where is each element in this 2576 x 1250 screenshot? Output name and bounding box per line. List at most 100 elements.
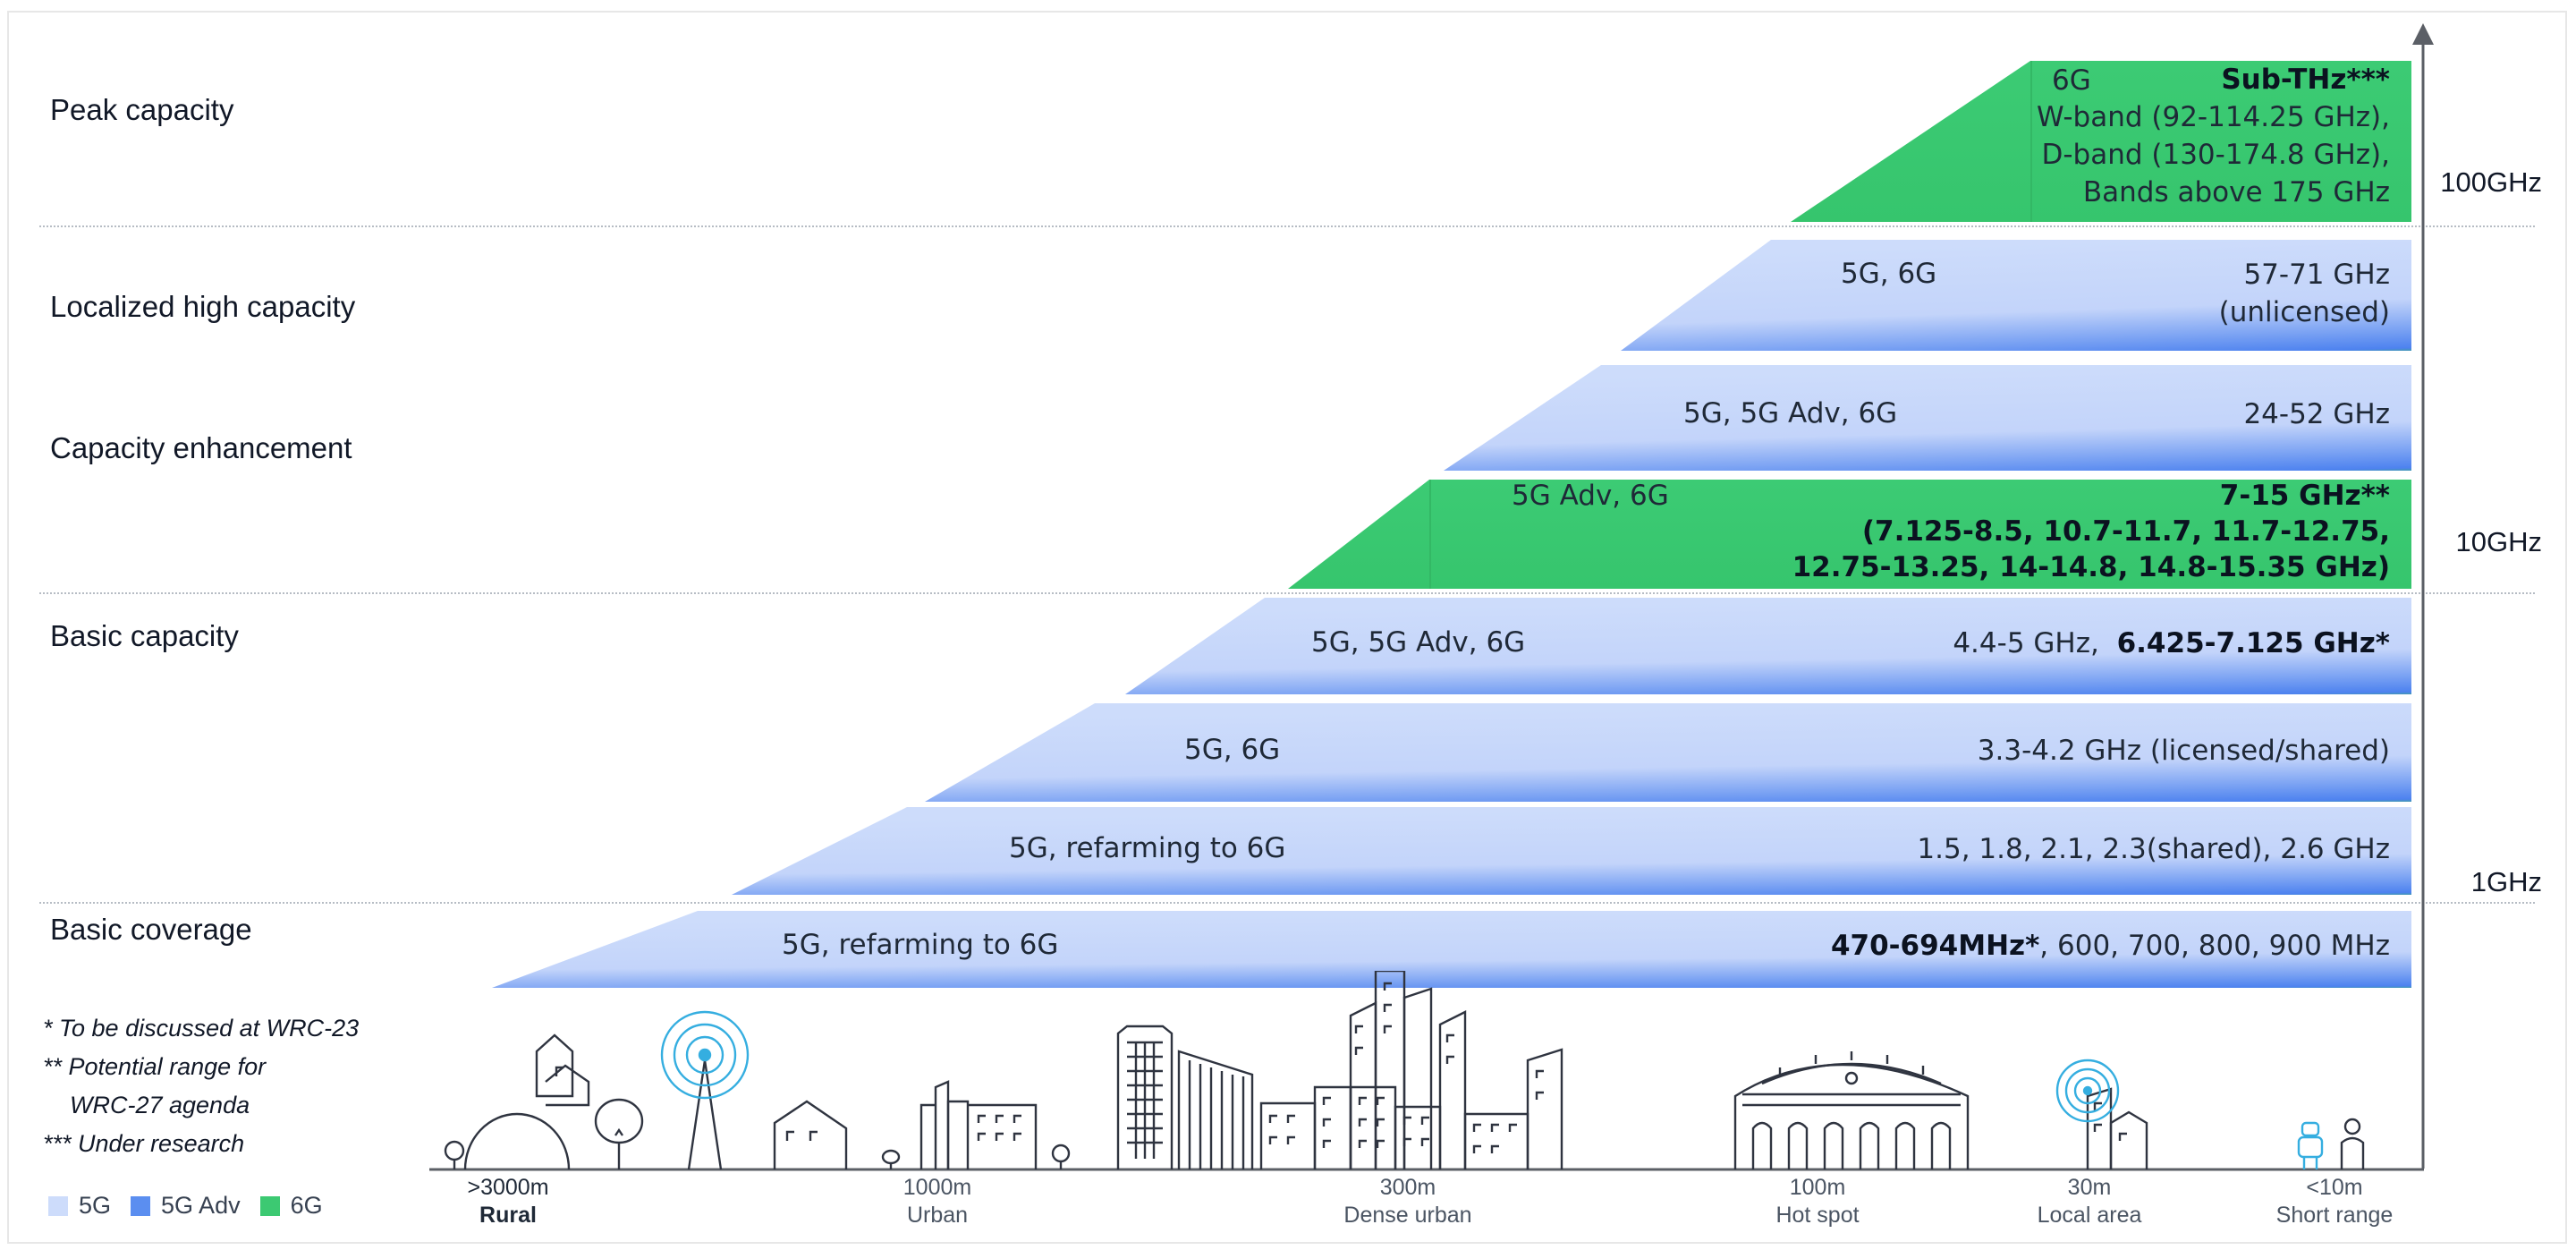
tick-local-area-name: Local area — [2037, 1203, 2142, 1228]
band-3-4ghz: 5G, 6G 3.3-4.2 GHz (licensed/shared) — [925, 703, 2411, 802]
footnote-under-research: *** Under research — [43, 1130, 245, 1157]
band-4-7ghz-tech: 5G, 5G Adv, 6G — [1311, 626, 1526, 659]
legend-label-5g: 5G — [79, 1192, 112, 1219]
urban-buildings-icon — [919, 1080, 1038, 1169]
legend-swatch-5g — [48, 1195, 68, 1216]
tick-hot-spot-distance: 100m — [1789, 1175, 1846, 1200]
category-localized-high-capacity: Localized high capacity — [50, 290, 356, 323]
tick-dense-urban-distance: 300m — [1379, 1175, 1436, 1200]
dense-urban-buildings-icon — [1259, 971, 1563, 1169]
category-basic-coverage: Basic coverage — [50, 913, 252, 946]
legend-item-5g: 5G — [48, 1192, 111, 1220]
band-57-71ghz-line-2: (unlicensed) — [2218, 296, 2390, 328]
divider-capacity — [39, 592, 2535, 594]
frequency-label-100ghz: 100GHz — [2440, 166, 2542, 198]
band-sub-1ghz-spec: 470-694MHz*, 600, 700, 800, 900 MHz — [1831, 927, 2390, 965]
striped-building-icon — [1177, 1050, 1254, 1169]
cell-tower-icon — [660, 1010, 750, 1170]
band-3-4ghz-line-1: 3.3-4.2 GHz (licensed/shared) — [1977, 735, 2390, 767]
divider-peak — [39, 225, 2535, 227]
band-sub-thz-line-1: W-band (92-114.25 GHz), — [2036, 101, 2390, 133]
tick-dense-urban: 300m Dense urban — [1343, 1174, 1471, 1229]
small-tree-icon-3 — [1051, 1144, 1071, 1169]
tick-rural: >3000m Rural — [467, 1174, 548, 1229]
house-icon-2 — [545, 1064, 590, 1107]
diagram-frame — [7, 11, 2567, 1244]
legend-item-5g-adv: 5G Adv — [131, 1192, 241, 1220]
band-3-4ghz-spec: 3.3-4.2 GHz (licensed/shared) — [1978, 732, 2390, 770]
tick-rural-name: Rural — [479, 1203, 537, 1228]
hill-icon — [463, 1112, 571, 1170]
band-sub-1ghz-suffix: , 600, 700, 800, 900 MHz — [2039, 930, 2390, 962]
tick-short-range-distance: <10m — [2306, 1175, 2363, 1200]
legend-label-5g-adv: 5G Adv — [161, 1192, 241, 1219]
band-sub-thz-title: Sub-THz*** — [2221, 64, 2390, 96]
band-24-52ghz-line-1: 24-52 GHz — [2243, 398, 2390, 430]
tick-dense-urban-name: Dense urban — [1343, 1203, 1472, 1228]
band-7-15ghz-tech: 5G Adv, 6G — [1512, 480, 1669, 512]
band-4-7ghz-shape — [1125, 598, 2411, 694]
band-24-52ghz-tech: 5G, 5G Adv, 6G — [1683, 397, 1898, 429]
band-sub-1ghz: 5G, refarming to 6G 470-694MHz*, 600, 70… — [492, 911, 2411, 988]
band-7-15ghz-line-1: (7.125-8.5, 10.7-11.7, 11.7-12.75, — [1861, 515, 2390, 548]
stadium-icon — [1733, 1051, 1970, 1169]
band-4-7ghz: 5G, 5G Adv, 6G 4.4-5 GHz, 6.425-7.125 GH… — [1125, 598, 2411, 694]
small-tree-icon-2 — [881, 1149, 901, 1169]
person-icon — [2340, 1118, 2365, 1169]
footnote-wrc23: * To be discussed at WRC-23 — [43, 1015, 360, 1042]
legend-swatch-5g-adv — [131, 1195, 151, 1216]
band-7-15ghz-line-2: 12.75-13.25, 14-14.8, 14.8-15.35 GHz) — [1792, 551, 2390, 583]
skyline-illustration — [429, 971, 2424, 1171]
category-basic-capacity: Basic capacity — [50, 619, 239, 652]
category-capacity-enhancement: Capacity enhancement — [50, 431, 352, 464]
footnote-potential-range: ** Potential range for — [43, 1053, 267, 1080]
frequency-axis-arrow — [2412, 23, 2434, 1169]
office-tower-icon — [1116, 1025, 1174, 1169]
band-3-4ghz-shape — [925, 703, 2411, 802]
divider-coverage — [39, 902, 2535, 904]
tick-local-area: 30m Local area — [2038, 1174, 2142, 1229]
small-cell-icon — [2082, 1085, 2093, 1096]
band-4-7ghz-bold: 6.425-7.125 GHz* — [2116, 627, 2390, 659]
band-1-3ghz-tech: 5G, refarming to 6G — [1009, 832, 1286, 864]
band-1-3ghz-shape — [732, 807, 2411, 895]
band-sub-thz-tech: 6G — [2052, 64, 2091, 97]
band-24-52ghz: 5G, 5G Adv, 6G 24-52 GHz — [1444, 365, 2411, 471]
tick-urban-distance: 1000m — [902, 1175, 972, 1200]
band-7-15ghz: 5G Adv, 6G 7-15 GHz** (7.125-8.5, 10.7-1… — [1288, 480, 2411, 589]
band-sub-1ghz-bold: 470-694MHz* — [1830, 930, 2040, 962]
tick-short-range-name: Short range — [2275, 1203, 2394, 1228]
band-7-15ghz-spec: 7-15 GHz** (7.125-8.5, 10.7-11.7, 11.7-1… — [1792, 478, 2390, 585]
band-24-52ghz-shape — [1444, 365, 2411, 471]
tick-hot-spot-name: Hot spot — [1775, 1203, 1860, 1228]
band-7-15ghz-shape — [1288, 480, 2411, 589]
legend-swatch-6g — [259, 1195, 280, 1216]
band-1-3ghz-spec: 1.5, 1.8, 2.1, 2.3(shared), 2.6 GHz — [1917, 830, 2390, 868]
legend-label-6g: 6G — [290, 1192, 323, 1219]
band-sub-thz-spec: Sub-THz*** W-band (92-114.25 GHz), D-ban… — [2037, 61, 2390, 211]
band-sub-thz-line-2: D-band (130-174.8 GHz), — [2041, 139, 2390, 171]
small-tree-icon — [444, 1140, 465, 1169]
legend-item-6g: 6G — [259, 1192, 323, 1220]
band-3-4ghz-tech: 5G, 6G — [1184, 734, 1281, 766]
footnotes: * To be discussed at WRC-23 ** Potential… — [43, 1009, 359, 1163]
band-1-3ghz: 5G, refarming to 6G 1.5, 1.8, 2.1, 2.3(s… — [732, 807, 2411, 895]
frequency-label-1ghz: 1GHz — [2470, 866, 2542, 897]
band-7-15ghz-title: 7-15 GHz** — [2219, 480, 2390, 512]
house-icon-3 — [773, 1100, 848, 1169]
footnote-wrc27: WRC-27 agenda — [70, 1092, 250, 1118]
band-57-71ghz-tech: 5G, 6G — [1841, 258, 1937, 290]
band-4-7ghz-spec: 4.4-5 GHz, 6.425-7.125 GHz* — [1953, 625, 2390, 662]
band-sub-1ghz-tech: 5G, refarming to 6G — [782, 929, 1059, 961]
band-4-7ghz-prefix: 4.4-5 GHz, — [1953, 627, 2099, 659]
tick-rural-distance: >3000m — [467, 1175, 549, 1200]
tick-hot-spot: 100m Hot spot — [1775, 1174, 1859, 1229]
band-24-52ghz-spec: 24-52 GHz — [2243, 395, 2390, 433]
band-sub-thz-shape — [1791, 61, 2411, 222]
band-sub-1ghz-shape — [492, 911, 2411, 988]
band-57-71ghz-shape — [1621, 240, 2411, 351]
category-peak-capacity: Peak capacity — [50, 93, 234, 126]
local-area-buildings-icon — [2055, 1059, 2148, 1169]
tick-local-area-distance: 30m — [2067, 1175, 2112, 1200]
band-57-71ghz-line-1: 57-71 GHz — [2243, 259, 2390, 291]
